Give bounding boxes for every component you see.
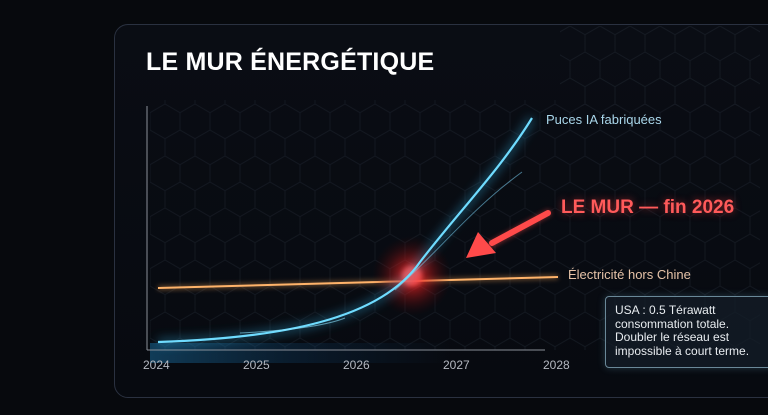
chips-series-label: Puces IA fabriquées	[546, 112, 662, 127]
x-tick-2026: 2026	[343, 358, 370, 372]
wall-annotation: LE MUR — fin 2026	[561, 197, 735, 218]
info-line: consommation totale.	[615, 316, 730, 331]
page-title: LE MUR ÉNERGÉTIQUE	[146, 48, 435, 76]
info-line: USA : 0.5 Térawatt	[615, 303, 716, 317]
electricity-series-label: Électricité hors Chine	[568, 267, 691, 282]
info-box: USA : 0.5 Térawatt consommation totale. …	[605, 296, 768, 368]
chips-curve	[157, 116, 535, 346]
x-tick-2027: 2027	[443, 358, 470, 372]
floor-glow	[150, 343, 450, 363]
electricity-line	[157, 274, 559, 291]
info-line: Doubler le réseau est	[615, 330, 730, 344]
wall-arrow-icon	[466, 209, 552, 258]
x-tick-2028: 2028	[543, 358, 570, 372]
info-line: impossible à court terme.	[615, 343, 750, 358]
x-tick-2024: 2024	[143, 358, 170, 372]
x-tick-2025: 2025	[243, 358, 270, 372]
